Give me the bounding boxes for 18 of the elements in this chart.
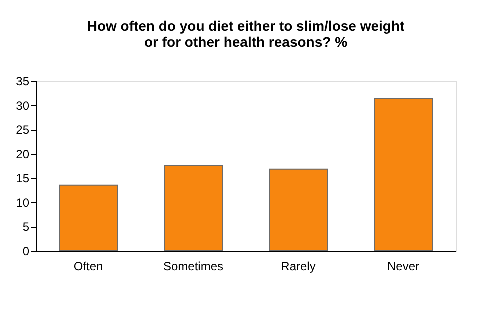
y-tick-label: 15 xyxy=(16,172,30,186)
y-tick-label: 25 xyxy=(16,123,30,138)
bar xyxy=(164,165,223,252)
bar xyxy=(374,98,433,252)
x-tick-label: Sometimes xyxy=(163,260,224,274)
x-tick-label: Never xyxy=(387,260,420,274)
bar xyxy=(59,184,118,252)
y-tick-label: 20 xyxy=(16,147,30,162)
y-tick-label: 0 xyxy=(22,244,30,258)
y-tick-label: 5 xyxy=(22,220,30,234)
x-tick-label: Often xyxy=(74,260,104,274)
text: or for other health reasons? % xyxy=(144,34,348,50)
text: How often do you diet either to slim/lose weight xyxy=(87,18,405,34)
bar xyxy=(269,168,328,252)
y-tick-label: 10 xyxy=(16,196,30,210)
x-tick-label: Rarely xyxy=(281,260,316,274)
y-tick-label: 35 xyxy=(16,74,30,88)
y-tick-label: 30 xyxy=(16,98,30,113)
